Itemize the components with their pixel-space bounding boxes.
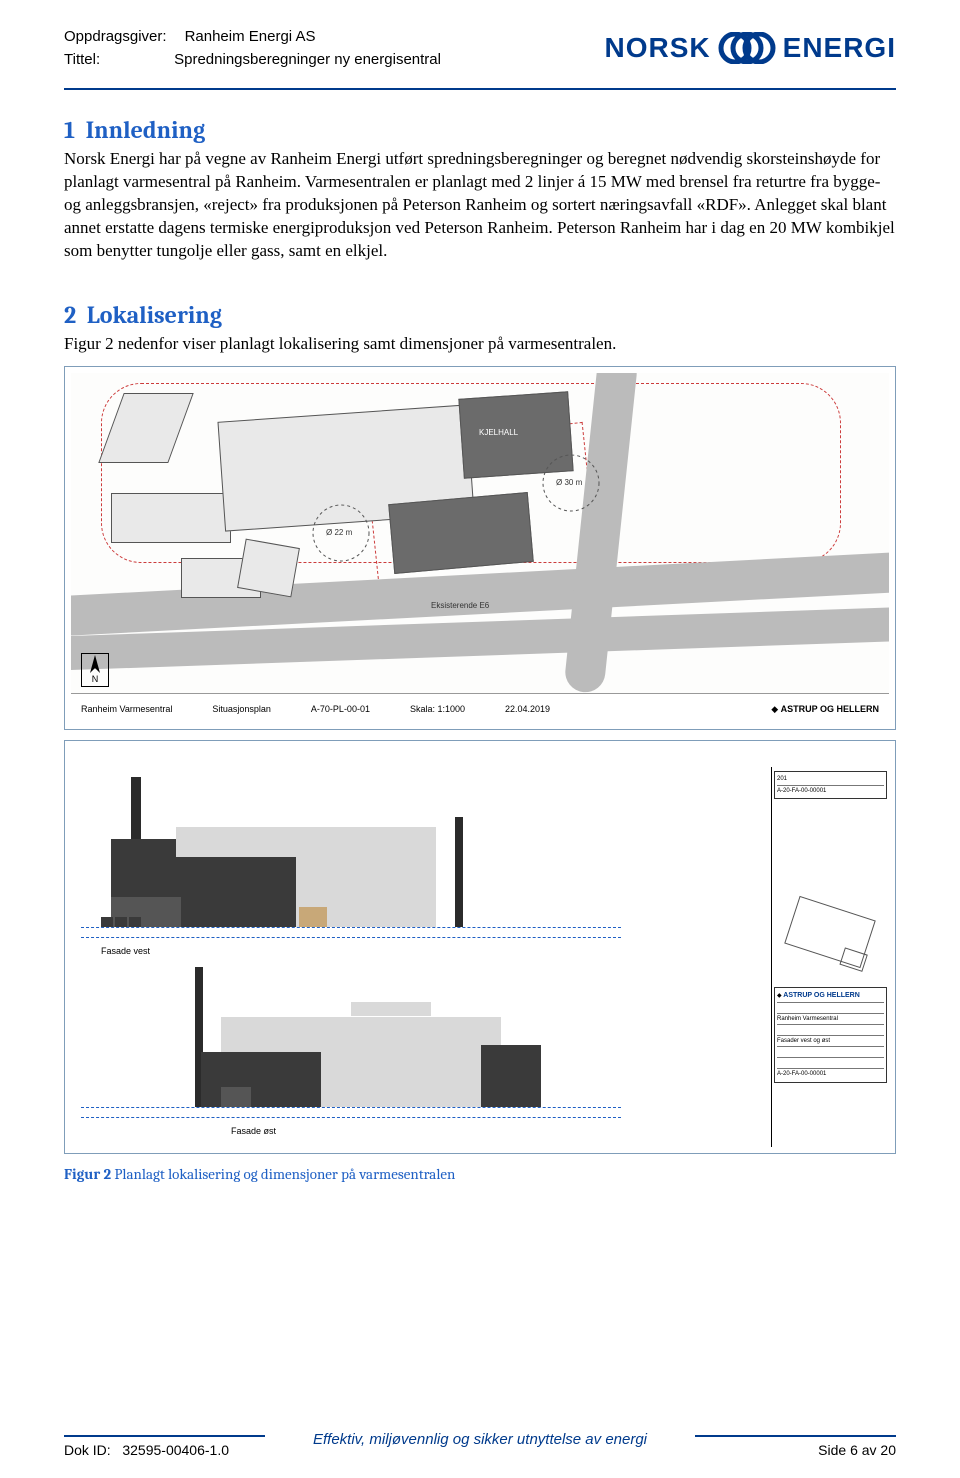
logo-text-right: ENERGI xyxy=(783,32,896,64)
map-bar-code: A-70-PL-00-01 xyxy=(311,703,370,715)
page-footer: Effektiv, miljøvennlig og sikker utnytte… xyxy=(64,1435,896,1458)
page-number: Side 6 av 20 xyxy=(818,1442,896,1458)
map-diam-1: Ø 22 m xyxy=(326,528,352,539)
compass-n: N xyxy=(92,673,99,685)
tb-code: A-20-FA-00-00001 xyxy=(777,785,884,796)
dok-id: 32595-00406-1.0 xyxy=(122,1442,229,1458)
map-bar-mid: Situasjonsplan xyxy=(212,703,271,715)
map-diam-2: Ø 30 m xyxy=(556,478,582,489)
footer-tagline: Effektiv, miljøvennlig og sikker utnytte… xyxy=(265,1431,695,1448)
site-plan-drawing: Ø 22 m Ø 30 m KJELHALL Eksisterende E6 N… xyxy=(71,373,889,723)
client-value: Ranheim Energi AS xyxy=(185,28,316,45)
map-bar-title: Ranheim Varmesentral xyxy=(81,703,172,715)
section-1-body: Norsk Energi har på vegne av Ranheim Ene… xyxy=(64,148,896,263)
client-label: Oppdragsgiver: xyxy=(64,28,167,45)
elevation-left-panel: Fasade vest Fasade øst xyxy=(71,767,771,1147)
section-2-title: Lokalisering xyxy=(87,301,222,329)
map-bar-scale: Skala: 1:1000 xyxy=(410,703,465,715)
header-left: Oppdragsgiver: Ranheim Energi AS Tittel:… xyxy=(64,28,441,74)
section-2-heading: 2 Lokalisering xyxy=(64,299,896,331)
tb-code-2: A-20-FA-00-00001 xyxy=(777,1068,884,1079)
title-value: Spredningsberegninger ny energisentral xyxy=(174,51,441,68)
caption-label: Figur 2 xyxy=(64,1165,111,1183)
map-label-road: Eksisterende E6 xyxy=(431,601,489,612)
tb-drawing: Fasader vest og øst xyxy=(777,1035,884,1046)
elevation-figure: Fasade vest Fasade øst 201 A-20-FA-0 xyxy=(64,740,896,1154)
header-rule xyxy=(64,88,896,90)
section-2-num: 2 xyxy=(64,301,76,329)
dok-label: Dok ID: xyxy=(64,1442,111,1458)
tb-firm: ASTRUP OG HELLERN xyxy=(783,992,860,999)
section-1-num: 1 xyxy=(64,116,75,144)
map-label-kjel: KJELHALL xyxy=(479,428,518,439)
section-1-heading: 1 Innledning xyxy=(64,114,896,146)
section-2-lead: Figur 2 nedenfor viser planlagt lokalise… xyxy=(64,333,896,356)
map-bar-firm: ASTRUP OG HELLERN xyxy=(781,704,879,714)
compass-icon: N xyxy=(81,653,109,687)
elevation-drawing: Fasade vest Fasade øst 201 A-20-FA-0 xyxy=(71,767,889,1147)
section-1-title: Innledning xyxy=(86,116,206,144)
document-page: Oppdragsgiver: Ranheim Energi AS Tittel:… xyxy=(0,0,960,1478)
flame-icon xyxy=(717,32,777,64)
site-plan-figure: Ø 22 m Ø 30 m KJELHALL Eksisterende E6 N… xyxy=(64,366,896,730)
caption-text: Planlagt lokalisering og dimensjoner på … xyxy=(111,1165,455,1183)
mini-plan-icon xyxy=(784,896,876,968)
figure-caption: Figur 2 Planlagt lokalisering og dimensj… xyxy=(64,1164,896,1184)
facade-east-label: Fasade øst xyxy=(231,1125,276,1137)
logo-text-left: NORSK xyxy=(605,32,711,64)
facade-west-label: Fasade vest xyxy=(101,945,150,957)
title-label: Tittel: xyxy=(64,51,100,68)
page-header: Oppdragsgiver: Ranheim Energi AS Tittel:… xyxy=(64,28,896,82)
title-block-panel: 201 A-20-FA-00-00001 ◆ ASTRUP OG HELLERN… xyxy=(771,767,889,1147)
map-bar-date: 22.04.2019 xyxy=(505,703,550,715)
map-title-bar: Ranheim Varmesentral Situasjonsplan A-70… xyxy=(71,693,889,723)
page-body: 1 Innledning Norsk Energi har på vegne a… xyxy=(64,114,896,1185)
tb-project: Ranheim Varmesentral xyxy=(777,1013,884,1024)
brand-logo: NORSK ENERGI xyxy=(605,32,896,64)
